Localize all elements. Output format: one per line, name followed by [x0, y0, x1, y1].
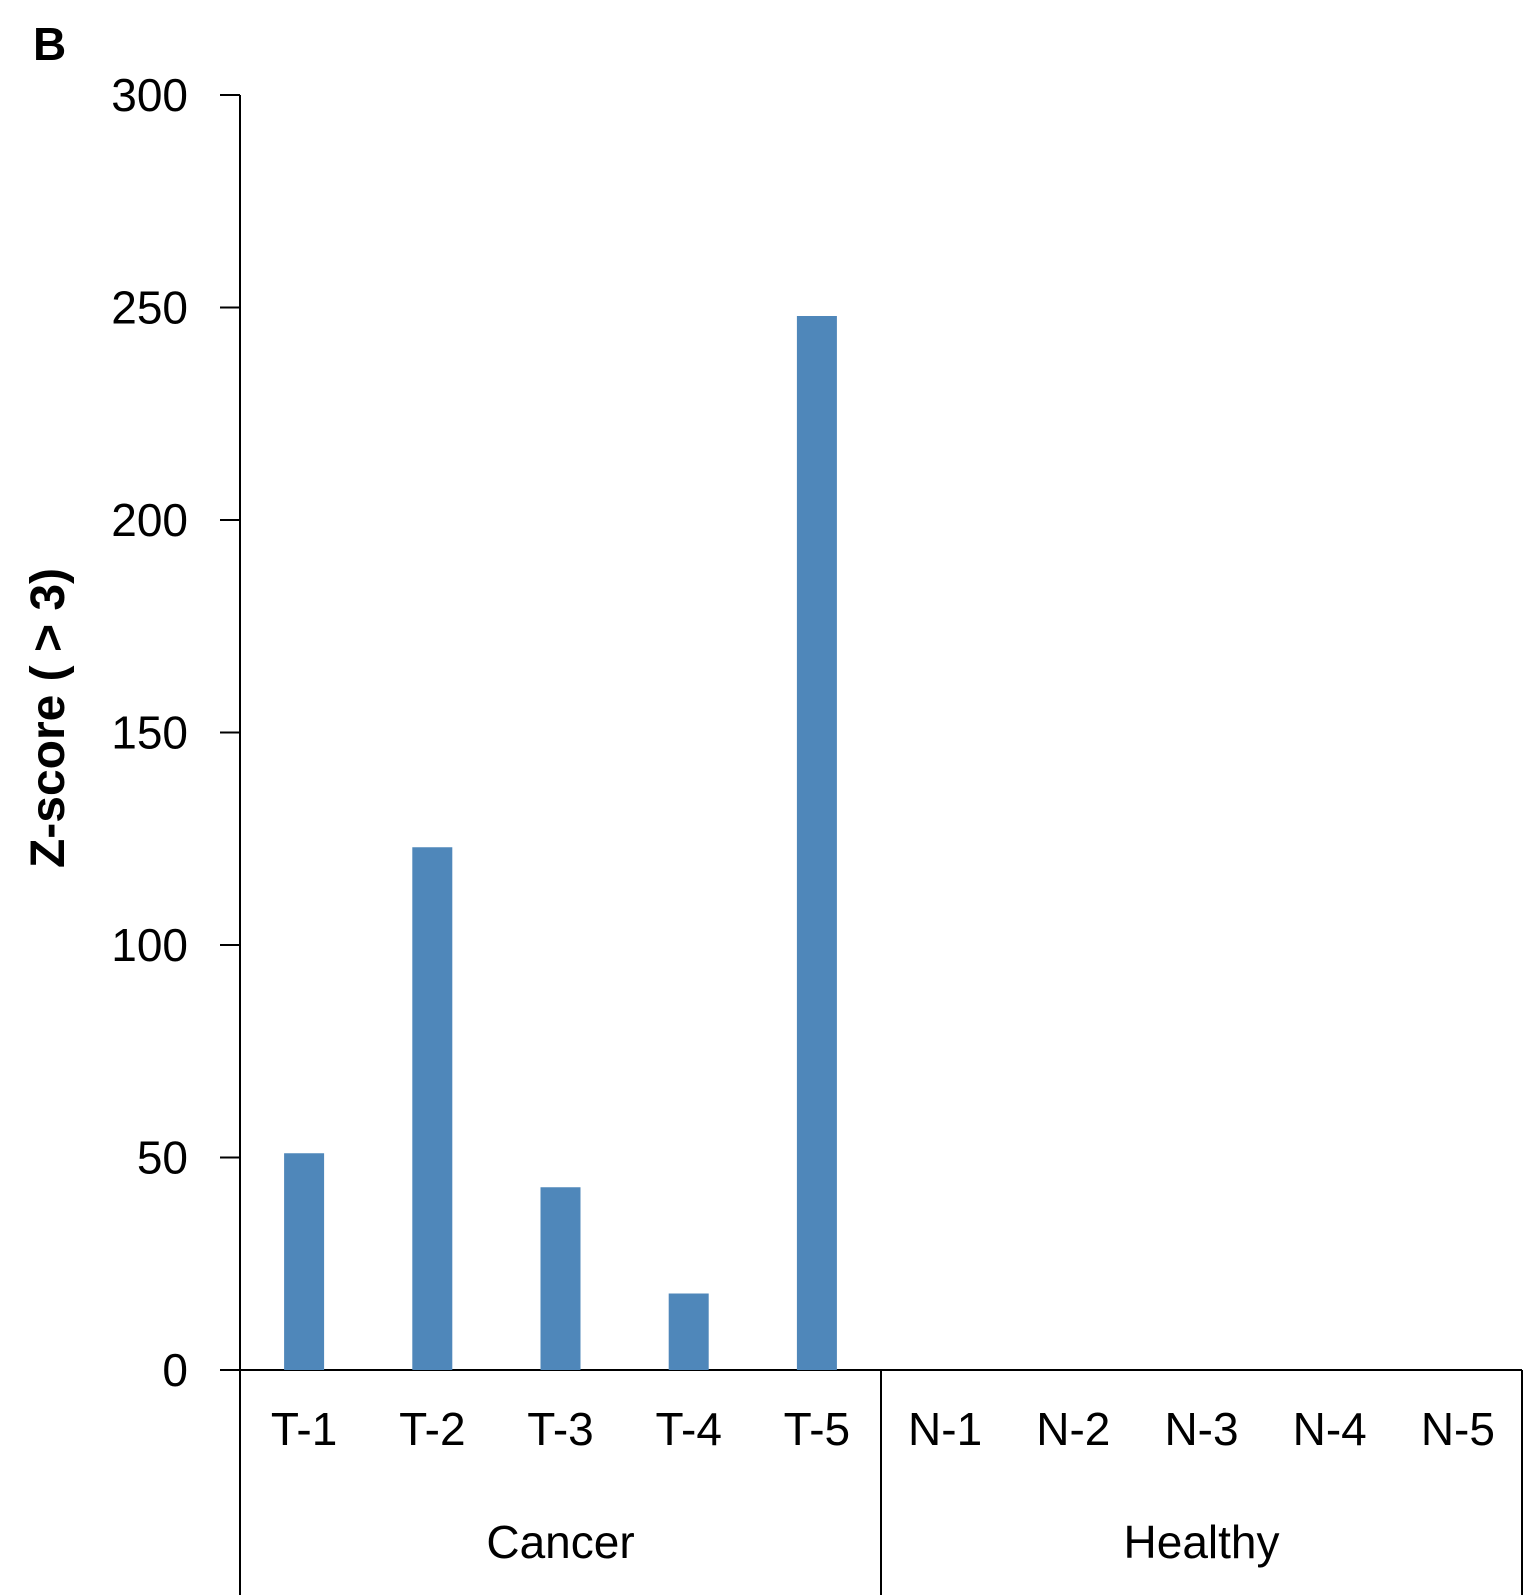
x-category-label: T-1: [271, 1403, 337, 1455]
y-tick-label: 100: [111, 919, 188, 971]
x-category-label: T-5: [784, 1403, 850, 1455]
y-tick-label: 300: [111, 69, 188, 121]
y-tick-label: 150: [111, 707, 188, 759]
x-category-label: N-5: [1421, 1403, 1495, 1455]
x-category-label: N-2: [1036, 1403, 1110, 1455]
x-category-label: T-4: [655, 1403, 721, 1455]
x-category-label: N-1: [908, 1403, 982, 1455]
x-category-label: N-3: [1164, 1403, 1238, 1455]
y-tick-label: 200: [111, 494, 188, 546]
bar-t-3: [540, 1187, 581, 1370]
x-category-label: T-3: [527, 1403, 593, 1455]
x-category-label: N-4: [1293, 1403, 1367, 1455]
bar-t-4: [668, 1293, 709, 1370]
y-tick-label: 50: [137, 1132, 188, 1184]
y-tick-label: 250: [111, 282, 188, 334]
bar-t-1: [284, 1153, 325, 1370]
y-tick-label: 0: [162, 1344, 188, 1396]
bar-t-2: [412, 847, 453, 1370]
x-category-label: T-2: [399, 1403, 465, 1455]
bar-t-5: [796, 316, 837, 1370]
y-axis-title: Z-score ( > 3): [22, 568, 75, 868]
group-label-cancer: Cancer: [486, 1516, 634, 1568]
panel-label: B: [33, 18, 66, 70]
group-label-healthy: Healthy: [1124, 1516, 1280, 1568]
plot-area: 0 50 100 150 200 250 300 T-1 T-2 T-3 T-4 T-5 N-1 N-2 N…: [111, 69, 1523, 1595]
